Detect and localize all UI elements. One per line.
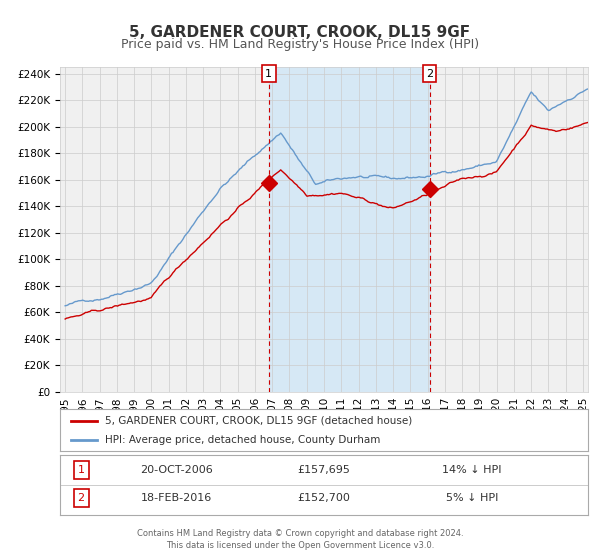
Text: HPI: Average price, detached house, County Durham: HPI: Average price, detached house, Coun… (105, 435, 380, 445)
Text: 1: 1 (77, 465, 85, 475)
Text: 2: 2 (77, 493, 85, 503)
Text: 20-OCT-2006: 20-OCT-2006 (140, 465, 212, 475)
Bar (269, 67, 430, 392)
Text: 5% ↓ HPI: 5% ↓ HPI (446, 493, 498, 503)
Text: 2: 2 (426, 68, 433, 78)
Text: Price paid vs. HM Land Registry's House Price Index (HPI): Price paid vs. HM Land Registry's House … (121, 38, 479, 50)
Text: 18-FEB-2016: 18-FEB-2016 (140, 493, 212, 503)
Text: Contains HM Land Registry data © Crown copyright and database right 2024.
This d: Contains HM Land Registry data © Crown c… (137, 529, 463, 550)
Text: 5, GARDENER COURT, CROOK, DL15 9GF: 5, GARDENER COURT, CROOK, DL15 9GF (130, 25, 470, 40)
Text: £157,695: £157,695 (298, 465, 350, 475)
Text: 14% ↓ HPI: 14% ↓ HPI (442, 465, 502, 475)
Text: £152,700: £152,700 (298, 493, 350, 503)
Text: 5, GARDENER COURT, CROOK, DL15 9GF (detached house): 5, GARDENER COURT, CROOK, DL15 9GF (deta… (105, 416, 412, 426)
Text: 1: 1 (265, 68, 272, 78)
